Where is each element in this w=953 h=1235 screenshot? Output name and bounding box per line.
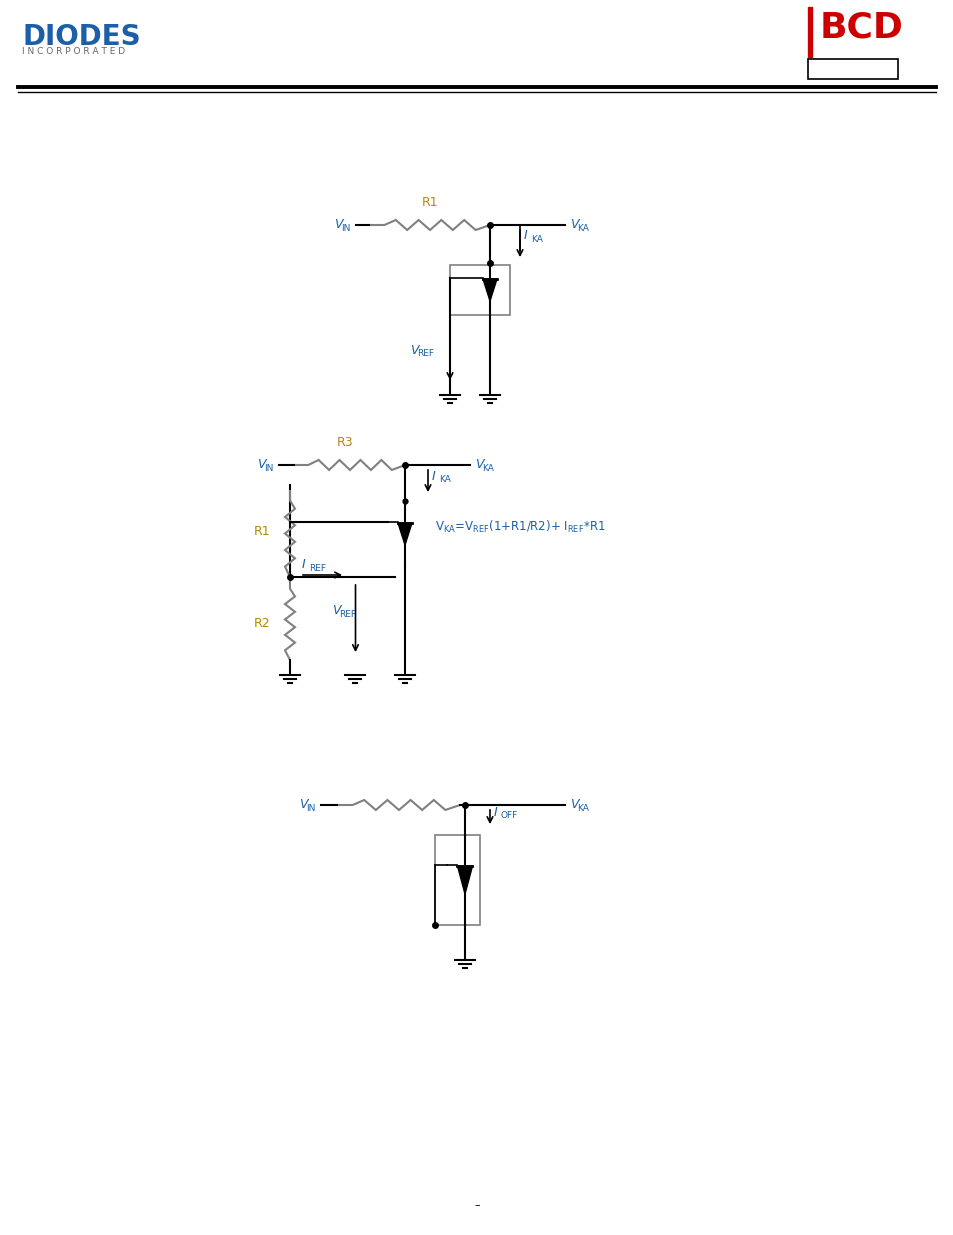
Text: R3: R3 bbox=[336, 436, 353, 450]
Polygon shape bbox=[457, 866, 472, 894]
Text: V: V bbox=[256, 458, 265, 472]
Text: V$_{\mathregular{KA}}$=V$_{\mathregular{REF}}$(1+R1/R2)+ I$_{\mathregular{REF}}$: V$_{\mathregular{KA}}$=V$_{\mathregular{… bbox=[435, 519, 605, 535]
Text: R1: R1 bbox=[253, 525, 270, 538]
Text: KA: KA bbox=[531, 235, 542, 243]
Text: R1: R1 bbox=[421, 196, 437, 209]
Text: R2: R2 bbox=[253, 618, 270, 630]
Text: OFF: OFF bbox=[500, 811, 517, 820]
Text: V: V bbox=[475, 458, 483, 472]
Text: I N C O R P O R A T E D: I N C O R P O R A T E D bbox=[22, 47, 125, 56]
Bar bbox=[435, 835, 479, 925]
Text: IN: IN bbox=[306, 804, 315, 813]
Bar bbox=[807, 7, 811, 57]
Polygon shape bbox=[397, 522, 412, 545]
Text: –: – bbox=[474, 1200, 479, 1210]
Text: V: V bbox=[410, 343, 418, 357]
Polygon shape bbox=[482, 279, 497, 301]
Text: I: I bbox=[432, 469, 436, 483]
Text: REF: REF bbox=[339, 610, 356, 619]
Text: KA: KA bbox=[438, 475, 451, 484]
Text: V: V bbox=[333, 604, 340, 618]
Text: I: I bbox=[523, 228, 527, 242]
Text: V: V bbox=[334, 219, 342, 231]
Text: I: I bbox=[494, 805, 497, 819]
Text: IN: IN bbox=[340, 224, 350, 233]
Text: KA: KA bbox=[481, 464, 494, 473]
Text: I: I bbox=[302, 558, 305, 572]
Text: REF: REF bbox=[309, 564, 326, 573]
Text: KA: KA bbox=[577, 804, 588, 813]
Text: DIODES: DIODES bbox=[22, 23, 140, 51]
Bar bbox=[807, 59, 897, 79]
Bar bbox=[450, 266, 510, 315]
Text: REF: REF bbox=[416, 350, 434, 358]
Text: KA: KA bbox=[577, 224, 588, 233]
Text: V: V bbox=[569, 799, 578, 811]
Text: IN: IN bbox=[264, 464, 274, 473]
Text: V: V bbox=[298, 799, 307, 811]
Text: V: V bbox=[569, 219, 578, 231]
Text: BCD: BCD bbox=[820, 10, 902, 44]
